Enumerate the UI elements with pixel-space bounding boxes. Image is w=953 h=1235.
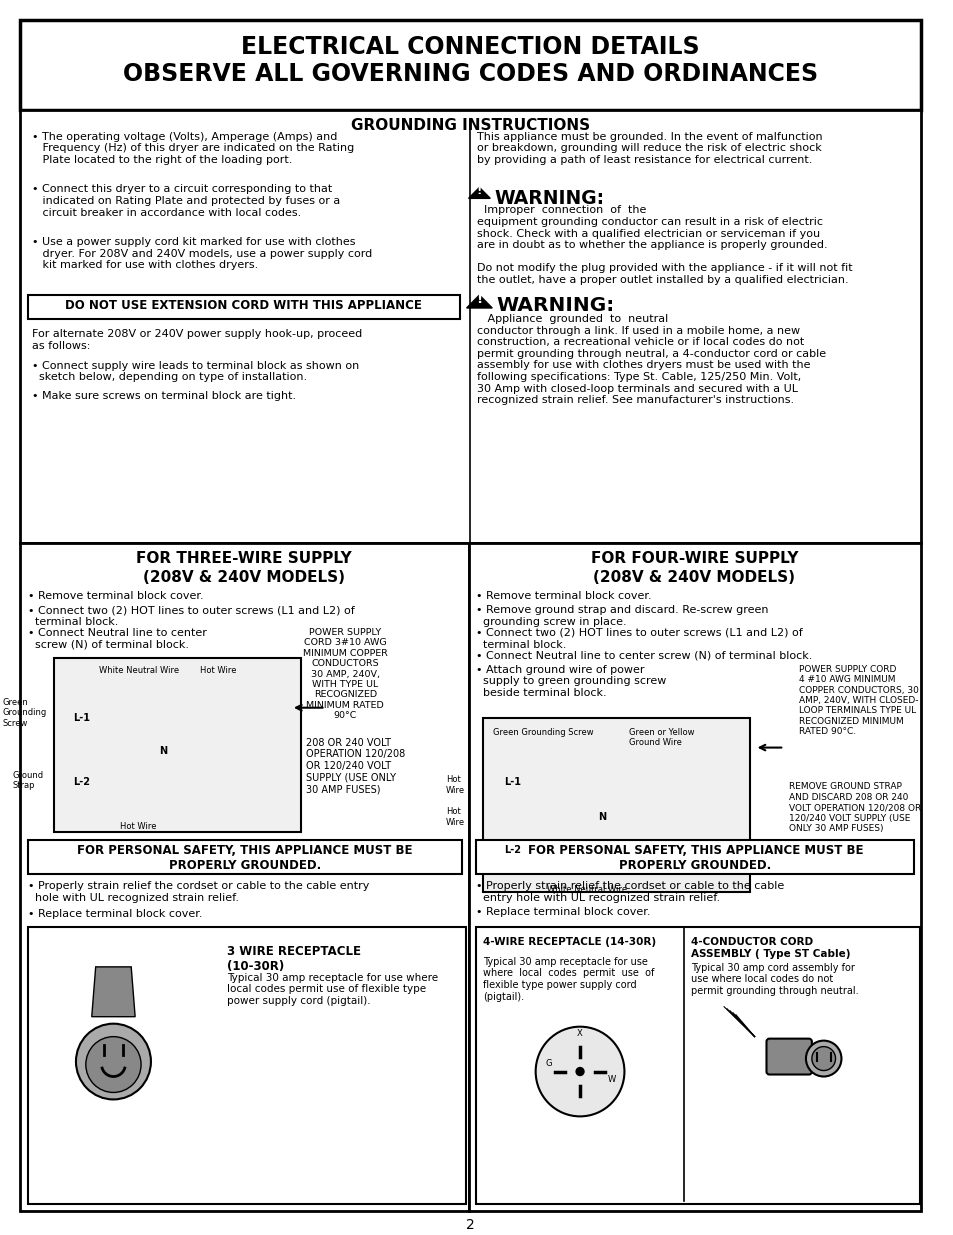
- Text: • Connect supply wire leads to terminal block as shown on
  sketch below, depend: • Connect supply wire leads to terminal …: [31, 361, 358, 383]
- Text: Typical 30 amp cord assembly for
use where local codes do not
permit grounding t: Typical 30 amp cord assembly for use whe…: [690, 963, 858, 997]
- Text: ELECTRICAL CONNECTION DETAILS: ELECTRICAL CONNECTION DETAILS: [241, 35, 700, 59]
- Circle shape: [805, 1041, 841, 1077]
- Text: REMOVE GROUND STRAP
AND DISCARD 208 OR 240
VOLT OPERATION 120/208 OR
120/240 VOL: REMOVE GROUND STRAP AND DISCARD 208 OR 2…: [788, 783, 921, 834]
- Text: Hot
Wire: Hot Wire: [445, 776, 464, 795]
- Text: Hot Wire: Hot Wire: [120, 823, 156, 831]
- Text: 208 OR 240 VOLT
OPERATION 120/208
OR 120/240 VOLT
SUPPLY (USE ONLY
30 AMP FUSES): 208 OR 240 VOLT OPERATION 120/208 OR 120…: [306, 737, 405, 794]
- Text: OBSERVE ALL GOVERNING CODES AND ORDINANCES: OBSERVE ALL GOVERNING CODES AND ORDINANC…: [123, 62, 818, 85]
- Bar: [28, 295, 459, 319]
- Polygon shape: [91, 967, 135, 1016]
- Text: • Remove terminal block cover.: • Remove terminal block cover.: [28, 592, 203, 601]
- Bar: [20, 543, 468, 1212]
- Text: FOR PERSONAL SAFETY, THIS APPLIANCE MUST BE
PROPERLY GROUNDED.: FOR PERSONAL SAFETY, THIS APPLIANCE MUST…: [527, 845, 862, 872]
- Text: (208V & 240V MODELS): (208V & 240V MODELS): [593, 571, 795, 585]
- Bar: [20, 110, 921, 543]
- Text: FOR PERSONAL SAFETY, THIS APPLIANCE MUST BE
PROPERLY GROUNDED.: FOR PERSONAL SAFETY, THIS APPLIANCE MUST…: [77, 845, 412, 872]
- Text: L-1: L-1: [73, 713, 91, 722]
- Text: • Connect two (2) HOT lines to outer screws (L1 and L2) of
  terminal block.: • Connect two (2) HOT lines to outer scr…: [28, 605, 354, 626]
- Text: Improper  connection  of  the
equipment grounding conductor can result in a risk: Improper connection of the equipment gro…: [476, 205, 827, 251]
- FancyBboxPatch shape: [765, 1039, 811, 1074]
- Bar: [476, 840, 914, 874]
- Text: • Use a power supply cord kit marked for use with clothes
   dryer. For 208V and: • Use a power supply cord kit marked for…: [31, 237, 372, 270]
- Text: DO NOT USE EXTENSION CORD WITH THIS APPLIANCE: DO NOT USE EXTENSION CORD WITH THIS APPL…: [65, 299, 421, 312]
- Text: Green Grounding Screw: Green Grounding Screw: [493, 727, 593, 736]
- Text: For alternate 208V or 240V power supply hook-up, proceed
as follows:: For alternate 208V or 240V power supply …: [31, 329, 361, 351]
- Text: Hot
Wire: Hot Wire: [445, 808, 464, 826]
- Text: L-2: L-2: [504, 845, 521, 856]
- Text: This appliance must be grounded. In the event of malfunction
or breakdown, groun: This appliance must be grounded. In the …: [476, 132, 822, 164]
- Bar: [28, 927, 465, 1204]
- Text: 2: 2: [466, 1218, 475, 1233]
- Polygon shape: [468, 188, 490, 199]
- Text: WARNING:: WARNING:: [494, 189, 603, 209]
- Circle shape: [76, 1024, 151, 1099]
- Text: • Make sure screws on terminal block are tight.: • Make sure screws on terminal block are…: [31, 390, 295, 400]
- Text: N: N: [158, 746, 167, 756]
- Text: Typical 30 amp receptacle for use
where  local  codes  permit  use  of
flexible : Typical 30 amp receptacle for use where …: [483, 957, 654, 1002]
- Text: Hot Wire: Hot Wire: [200, 666, 236, 674]
- Text: • Connect this dryer to a circuit corresponding to that
   indicated on Rating P: • Connect this dryer to a circuit corres…: [31, 184, 339, 217]
- Bar: [20, 20, 921, 110]
- Text: !: !: [476, 291, 482, 306]
- Text: 4-WIRE RECEPTACLE (14-30R): 4-WIRE RECEPTACLE (14-30R): [483, 937, 656, 947]
- Bar: [476, 927, 920, 1204]
- Text: White Neutral Wire: White Neutral Wire: [547, 885, 627, 894]
- Text: FOR THREE-WIRE SUPPLY: FOR THREE-WIRE SUPPLY: [135, 551, 351, 566]
- Text: X: X: [577, 1029, 582, 1039]
- Circle shape: [576, 1067, 583, 1076]
- Text: (208V & 240V MODELS): (208V & 240V MODELS): [143, 571, 344, 585]
- Text: Typical 30 amp receptacle for use where
local codes permit use of flexible type
: Typical 30 amp receptacle for use where …: [227, 973, 437, 1007]
- Bar: [483, 718, 749, 892]
- Text: • Connect Neutral line to center screw (N) of terminal block.: • Connect Neutral line to center screw (…: [476, 651, 812, 661]
- Text: Appliance  grounded  to  neutral
conductor through a link. If used in a mobile h: Appliance grounded to neutral conductor …: [476, 314, 825, 405]
- Text: 3 WIRE RECEPTACLE
(10-30R): 3 WIRE RECEPTACLE (10-30R): [227, 945, 360, 973]
- Text: • Connect two (2) HOT lines to outer screws (L1 and L2) of
  terminal block.: • Connect two (2) HOT lines to outer scr…: [476, 627, 802, 650]
- Bar: [54, 658, 300, 832]
- Text: • Attach ground wire of power
  supply to green grounding screw
  beside termina: • Attach ground wire of power supply to …: [476, 664, 666, 698]
- Text: !: !: [476, 186, 481, 196]
- Bar: [468, 543, 921, 1212]
- Text: FOR FOUR-WIRE SUPPLY: FOR FOUR-WIRE SUPPLY: [590, 551, 798, 566]
- Text: G: G: [545, 1060, 551, 1068]
- Text: L-2: L-2: [73, 778, 91, 788]
- Circle shape: [811, 1046, 835, 1071]
- Text: POWER SUPPLY
CORD 3#10 AWG
MINIMUM COPPER
CONDUCTORS
30 AMP, 240V,
WITH TYPE UL
: POWER SUPPLY CORD 3#10 AWG MINIMUM COPPE…: [302, 627, 387, 720]
- Text: • Properly strain relief the cordset or cable to the cable entry
  hole with UL : • Properly strain relief the cordset or …: [28, 881, 369, 903]
- Text: • Connect Neutral line to center
  screw (N) of terminal block.: • Connect Neutral line to center screw (…: [28, 627, 206, 650]
- Text: Green
Grounding
Screw: Green Grounding Screw: [3, 698, 47, 727]
- Circle shape: [86, 1036, 141, 1093]
- Text: • Remove terminal block cover.: • Remove terminal block cover.: [476, 592, 652, 601]
- Text: Do not modify the plug provided with the appliance - if it will not fit
the outl: Do not modify the plug provided with the…: [476, 263, 852, 285]
- Text: WARNING:: WARNING:: [496, 296, 614, 315]
- Text: • Replace terminal block cover.: • Replace terminal block cover.: [476, 906, 650, 918]
- Text: • The operating voltage (Volts), Amperage (Amps) and
   Frequency (Hz) of this d: • The operating voltage (Volts), Amperag…: [31, 132, 354, 164]
- Text: GROUNDING INSTRUCTIONS: GROUNDING INSTRUCTIONS: [351, 117, 590, 132]
- Text: L-1: L-1: [504, 778, 521, 788]
- Text: 4-CONDUCTOR CORD
ASSEMBLY ( Type ST Cable): 4-CONDUCTOR CORD ASSEMBLY ( Type ST Cabl…: [690, 937, 849, 958]
- Polygon shape: [466, 295, 492, 308]
- Text: Green or Yellow
Ground Wire: Green or Yellow Ground Wire: [629, 727, 694, 747]
- Text: W: W: [607, 1074, 615, 1084]
- Text: N: N: [598, 813, 605, 823]
- Text: Ground
Strap: Ground Strap: [12, 771, 44, 790]
- Text: • Replace terminal block cover.: • Replace terminal block cover.: [28, 909, 202, 919]
- Text: • Remove ground strap and discard. Re-screw green
  grounding screw in place.: • Remove ground strap and discard. Re-sc…: [476, 605, 768, 626]
- Text: POWER SUPPLY CORD
4 #10 AWG MINIMUM
COPPER CONDUCTORS, 30
AMP, 240V, WITH CLOSED: POWER SUPPLY CORD 4 #10 AWG MINIMUM COPP…: [799, 664, 918, 736]
- Text: White Neutral Wire: White Neutral Wire: [98, 666, 178, 674]
- Bar: [28, 840, 461, 874]
- Circle shape: [535, 1026, 624, 1116]
- Text: • Properly strain relief the cordset or cable to the cable
  entry hole with UL : • Properly strain relief the cordset or …: [476, 881, 784, 903]
